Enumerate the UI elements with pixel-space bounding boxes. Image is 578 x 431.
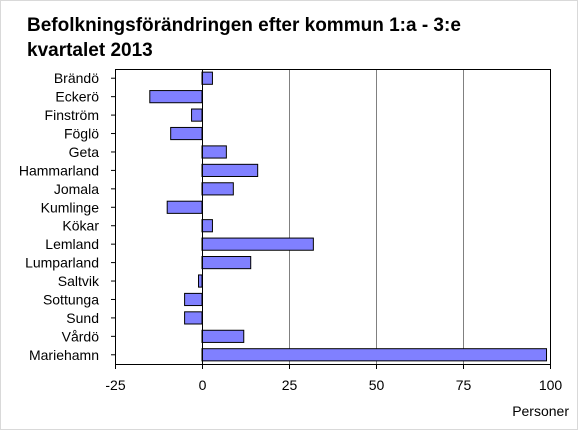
chart-title: Befolkningsförändringen efter kommun 1:a… bbox=[27, 15, 461, 61]
bar-sottunga bbox=[184, 292, 203, 307]
bar-finström bbox=[191, 108, 203, 122]
y-tick-label: Saltvik bbox=[58, 273, 100, 289]
y-tick-label: Finström bbox=[45, 107, 99, 123]
plot-border bbox=[115, 69, 551, 365]
bar-kumlinge bbox=[166, 200, 203, 214]
bar-eckerö bbox=[149, 90, 203, 104]
y-tick-label: Kumlinge bbox=[41, 199, 100, 215]
y-tick-label: Föglö bbox=[64, 126, 99, 142]
y-tick-label: Sund bbox=[66, 310, 99, 326]
y-tick-label: Geta bbox=[69, 144, 100, 160]
bar-lumparland bbox=[201, 256, 252, 270]
x-tick-label: 75 bbox=[456, 377, 472, 393]
x-tick-label: -25 bbox=[105, 377, 125, 393]
y-tick-label: Kökar bbox=[62, 218, 99, 234]
bar-geta bbox=[201, 145, 227, 159]
y-tick-label: Sottunga bbox=[43, 291, 99, 307]
y-tick-label: Hammarland bbox=[19, 162, 99, 178]
bar-föglö bbox=[170, 126, 203, 141]
bar-vårdö bbox=[201, 329, 245, 343]
bar-lemland bbox=[201, 237, 314, 251]
y-tick-label: Mariehamn bbox=[29, 347, 99, 363]
y-tick-label: Eckerö bbox=[55, 89, 99, 105]
x-axis-label: Personer bbox=[512, 403, 569, 419]
bar-sund bbox=[184, 311, 203, 325]
y-tick-label: Lemland bbox=[45, 236, 99, 252]
x-tick-label: 25 bbox=[282, 377, 298, 393]
bar-kökar bbox=[201, 219, 213, 233]
y-tick-label: Vårdö bbox=[62, 328, 100, 344]
bar-mariehamn bbox=[201, 348, 548, 362]
x-tick-label: 50 bbox=[369, 377, 385, 393]
bar-hammarland bbox=[201, 163, 259, 177]
bar-brändö bbox=[201, 71, 213, 85]
y-tick-label: Jomala bbox=[54, 181, 99, 197]
x-tick-label: 100 bbox=[539, 377, 563, 393]
y-tick-label: Lumparland bbox=[25, 255, 99, 271]
y-tick-label: Brändö bbox=[54, 70, 99, 86]
x-tick-label: 0 bbox=[199, 377, 207, 393]
bar-jomala bbox=[201, 182, 234, 196]
bar-saltvik bbox=[198, 274, 203, 288]
